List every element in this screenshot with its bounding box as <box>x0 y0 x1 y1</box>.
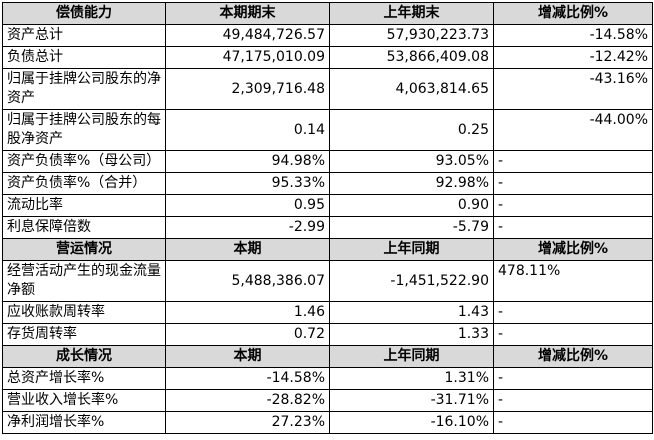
value-cell: - <box>493 150 653 173</box>
header-cell: 增减比例% <box>493 2 653 25</box>
value-cell: 93.05% <box>329 150 494 173</box>
value-cell: 4,063,814.65 <box>329 68 494 110</box>
header-row: 成长情况 本期 上年同期 增减比例% <box>2 345 653 368</box>
value-cell: - <box>493 389 653 412</box>
value-cell: - <box>493 411 653 434</box>
row-label: 资产负债率%（母公司） <box>2 150 166 173</box>
value-cell: 53,866,409.08 <box>329 46 494 69</box>
header-cell: 增减比例% <box>493 238 653 261</box>
value-cell: - <box>493 216 653 239</box>
value-cell: -1,451,522.90 <box>329 260 494 302</box>
header-cell: 本期期末 <box>165 2 330 25</box>
value-cell: 0.95 <box>165 194 330 217</box>
data-row: 总资产增长率% -14.58% 1.31% - <box>2 367 653 390</box>
header-cell: 本期 <box>165 238 330 261</box>
value-cell: -31.71% <box>329 389 494 412</box>
value-cell: 1.33 <box>329 323 494 346</box>
header-cell: 增减比例% <box>493 345 653 368</box>
value-cell: -14.58% <box>165 367 330 390</box>
row-label: 净利润增长率% <box>2 411 166 434</box>
data-row: 净利润增长率% 27.23% -16.10% - <box>2 411 653 434</box>
header-row: 偿债能力 本期期末 上年期末 增减比例% <box>2 2 653 25</box>
row-label: 负债总计 <box>2 46 166 69</box>
row-label: 归属于挂牌公司股东的每股净资产 <box>2 109 166 151</box>
value-cell: 0.72 <box>165 323 330 346</box>
value-cell: -44.00% <box>493 109 653 151</box>
value-cell: 5,488,386.07 <box>165 260 330 302</box>
value-cell: - <box>493 367 653 390</box>
value-cell: -28.82% <box>165 389 330 412</box>
data-row: 归属于挂牌公司股东的每股净资产 0.14 0.25 -44.00% <box>2 109 653 151</box>
value-cell: 47,175,010.09 <box>165 46 330 69</box>
value-cell: 2,309,716.48 <box>165 68 330 110</box>
financial-table: 偿债能力 本期期末 上年期末 增减比例% 资产总计 49,484,726.57 57,930… <box>2 2 653 434</box>
table-body: 偿债能力 本期期末 上年期末 增减比例% 资产总计 49,484,726.57 57,930… <box>2 2 653 434</box>
row-label: 归属于挂牌公司股东的净资产 <box>2 68 166 110</box>
data-row: 经营活动产生的现金流量净额 5,488,386.07 -1,451,522.90 47… <box>2 260 653 302</box>
value-cell: 94.98% <box>165 150 330 173</box>
value-cell: - <box>493 323 653 346</box>
value-cell: - <box>493 301 653 324</box>
header-cell: 营运情况 <box>2 238 166 261</box>
value-cell: 49,484,726.57 <box>165 24 330 47</box>
value-cell: -16.10% <box>329 411 494 434</box>
row-label: 利息保障倍数 <box>2 216 166 239</box>
value-cell: 1.43 <box>329 301 494 324</box>
value-cell: 1.31% <box>329 367 494 390</box>
header-cell: 上年同期 <box>329 238 494 261</box>
data-row: 资产负债率%（合并） 95.33% 92.98% - <box>2 172 653 195</box>
header-cell: 本期 <box>165 345 330 368</box>
row-label: 总资产增长率% <box>2 367 166 390</box>
row-label: 资产负债率%（合并） <box>2 172 166 195</box>
value-cell: -5.79 <box>329 216 494 239</box>
data-row: 应收账款周转率 1.46 1.43- <box>2 301 653 324</box>
value-cell: 95.33% <box>165 172 330 195</box>
value-cell: 0.90 <box>329 194 494 217</box>
value-cell: 92.98% <box>329 172 494 195</box>
row-label: 经营活动产生的现金流量净额 <box>2 260 166 302</box>
value-cell: 0.25 <box>329 109 494 151</box>
data-row: 营业收入增长率% -28.82% -31.71% - <box>2 389 653 412</box>
header-cell: 成长情况 <box>2 345 166 368</box>
row-label: 资产总计 <box>2 24 166 47</box>
value-cell: 478.11% <box>493 260 653 302</box>
value-cell: -14.58% <box>493 24 653 47</box>
data-row: 存货周转率 0.72 1.33- <box>2 323 653 346</box>
row-label: 应收账款周转率 <box>2 301 166 324</box>
data-row: 资产负债率%（母公司） 94.98% 93.05% - <box>2 150 653 173</box>
row-label: 营业收入增长率% <box>2 389 166 412</box>
row-label: 存货周转率 <box>2 323 166 346</box>
header-row: 营运情况 本期 上年同期 增减比例% <box>2 238 653 261</box>
data-row: 归属于挂牌公司股东的净资产 2,309,716.48 4,063,814.65 -43… <box>2 68 653 110</box>
data-row: 流动比率 0.95 0.90- <box>2 194 653 217</box>
header-cell: 上年期末 <box>329 2 494 25</box>
data-row: 资产总计 49,484,726.57 57,930,223.73 -14.58% <box>2 24 653 47</box>
value-cell: 57,930,223.73 <box>329 24 494 47</box>
value-cell: -43.16% <box>493 68 653 110</box>
value-cell: -12.42% <box>493 46 653 69</box>
value-cell: 1.46 <box>165 301 330 324</box>
header-cell: 偿债能力 <box>2 2 166 25</box>
value-cell: -2.99 <box>165 216 330 239</box>
row-label: 流动比率 <box>2 194 166 217</box>
value-cell: - <box>493 194 653 217</box>
header-cell: 上年同期 <box>329 345 494 368</box>
value-cell: 0.14 <box>165 109 330 151</box>
value-cell: 27.23% <box>165 411 330 434</box>
data-row: 利息保障倍数 -2.99 -5.79- <box>2 216 653 239</box>
value-cell: - <box>493 172 653 195</box>
data-row: 负债总计 47,175,010.09 53,866,409.08 -12.42% <box>2 46 653 69</box>
